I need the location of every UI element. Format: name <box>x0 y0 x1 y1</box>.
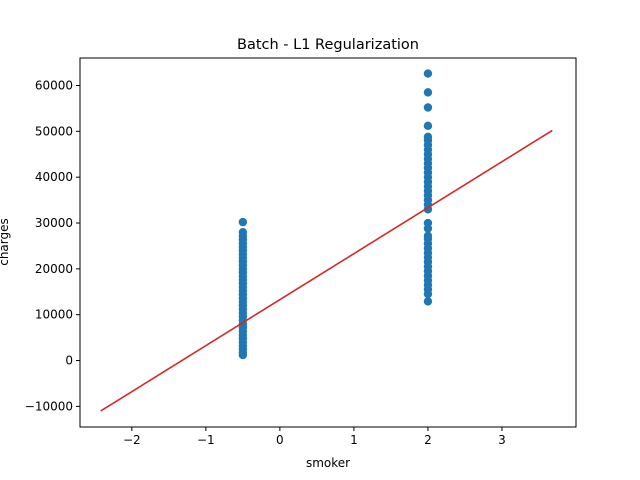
y-tick-label: 20000 <box>35 262 73 276</box>
data-point <box>423 69 433 78</box>
x-tick-label: 0 <box>276 433 284 447</box>
data-point <box>423 103 433 112</box>
y-tick-label: 30000 <box>35 216 73 230</box>
data-point <box>423 121 433 131</box>
x-axis-label: smoker <box>306 456 350 470</box>
y-tick-label: −10000 <box>25 399 73 413</box>
data-point <box>238 227 248 237</box>
x-tick-label: 3 <box>498 433 506 447</box>
data-point <box>423 132 433 142</box>
data-point <box>238 217 248 227</box>
data-point <box>423 88 433 97</box>
y-tick-label: 40000 <box>35 170 73 184</box>
data-point <box>423 218 433 228</box>
y-axis-label: charges <box>0 218 11 266</box>
y-tick-label: 50000 <box>35 124 73 138</box>
y-tick-label: 10000 <box>35 308 73 322</box>
plot-area <box>100 69 553 412</box>
plot-frame <box>79 57 577 428</box>
x-tick-label: −1 <box>197 433 215 447</box>
x-tick-label: 2 <box>424 433 432 447</box>
y-tick-label: 0 <box>65 354 73 368</box>
data-point <box>423 231 433 241</box>
axes: −2 −1 0 1 2 3 −10000 0 10000 20000 30000 40000 50000… <box>25 57 577 447</box>
x-tick-label: 1 <box>350 433 358 447</box>
y-tick-label: 60000 <box>35 79 73 93</box>
x-tick-label: −2 <box>123 433 141 447</box>
chart-title: Batch - L1 Regularization <box>237 37 419 53</box>
regression-line <box>100 129 553 412</box>
data-point <box>423 297 433 306</box>
